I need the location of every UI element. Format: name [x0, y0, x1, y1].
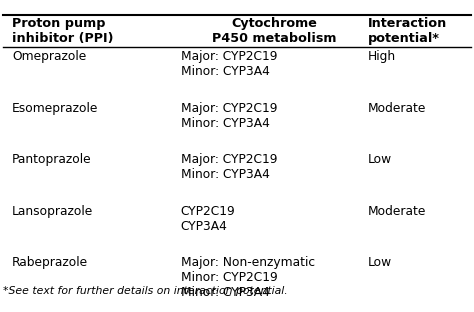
Text: Cytochrome
P450 metabolism: Cytochrome P450 metabolism: [212, 17, 337, 45]
Text: Major: CYP2C19
Minor: CYP3A4: Major: CYP2C19 Minor: CYP3A4: [181, 50, 277, 78]
Text: CYP2C19
CYP3A4: CYP2C19 CYP3A4: [181, 205, 236, 233]
Text: Proton pump
inhibitor (PPI): Proton pump inhibitor (PPI): [12, 17, 114, 45]
Text: Pantoprazole: Pantoprazole: [12, 153, 92, 166]
Text: Major: CYP2C19
Minor: CYP3A4: Major: CYP2C19 Minor: CYP3A4: [181, 153, 277, 181]
Text: Major: CYP2C19
Minor: CYP3A4: Major: CYP2C19 Minor: CYP3A4: [181, 102, 277, 130]
Text: Interaction
potential*: Interaction potential*: [368, 17, 447, 45]
Text: Moderate: Moderate: [368, 205, 427, 217]
Text: Low: Low: [368, 256, 392, 269]
Text: Omeprazole: Omeprazole: [12, 50, 86, 63]
Text: Rabeprazole: Rabeprazole: [12, 256, 88, 269]
Text: Major: Non-enzymatic
Minor: CYP2C19
Minor: CYP3A4: Major: Non-enzymatic Minor: CYP2C19 Mino…: [181, 256, 315, 299]
Text: Moderate: Moderate: [368, 102, 427, 115]
Text: Lansoprazole: Lansoprazole: [12, 205, 93, 217]
Text: Esomeprazole: Esomeprazole: [12, 102, 99, 115]
Text: High: High: [368, 50, 396, 63]
Text: *See text for further details on interaction potential.: *See text for further details on interac…: [3, 286, 288, 296]
Text: Low: Low: [368, 153, 392, 166]
